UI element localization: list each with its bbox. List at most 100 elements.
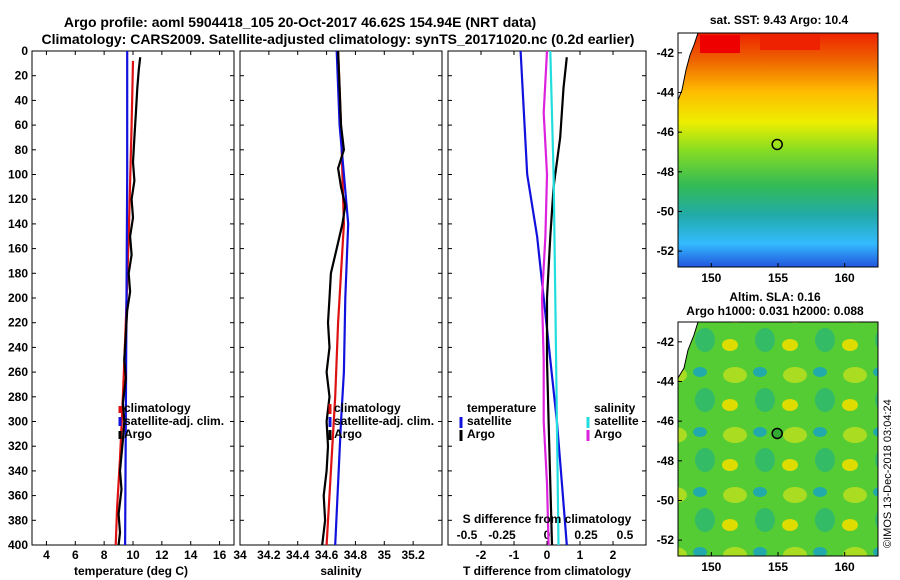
- series-line-satellite-adj-clim: [334, 50, 350, 546]
- x-tick-label: 0: [544, 548, 551, 562]
- salinity-legend: climatology satellite-adj. clim. Argo: [328, 401, 434, 441]
- temperature-legend: climatology satellite-adj. clim. Argo: [118, 401, 224, 441]
- map-x-tick-label: 155: [768, 560, 788, 574]
- map-y-tick-label: -50: [657, 493, 675, 507]
- map-y-tick-label: -48: [657, 454, 675, 468]
- y-tick-label: 280: [8, 390, 28, 404]
- series-line-s-satellite: [549, 50, 560, 546]
- legend-salinity-heading: salinity: [594, 401, 636, 415]
- legend-climatology: climatology: [334, 401, 401, 415]
- y-tick-label: 0: [21, 44, 28, 58]
- map-x-tick-label: 155: [768, 271, 788, 285]
- x2-tick-label: 0.25: [574, 528, 598, 542]
- argo-location-marker: [771, 138, 783, 151]
- sla-map: Altim. SLA: 0.16 Argo h1000: 0.031 h2000…: [657, 290, 879, 574]
- series-line-t-satellite: [519, 50, 568, 546]
- legend-climatology: climatology: [124, 401, 191, 415]
- temperature-xlabel: temperature (deg C): [74, 564, 188, 578]
- difference-ticks: -2 -1 0 1 2 -0.5 -0.25 0 0.25 0.5: [448, 50, 646, 562]
- series-line-argo: [117, 57, 142, 546]
- y-tick-label: 260: [8, 365, 28, 379]
- x-tick-label: 2: [610, 548, 617, 562]
- salinity-xlabel: salinity: [320, 564, 362, 578]
- t-difference-xlabel: T difference from climatology: [463, 564, 631, 578]
- map-x-tick-label: 150: [701, 271, 721, 285]
- x-tick-label: 4: [43, 548, 50, 562]
- y-tick-label: 240: [8, 340, 28, 354]
- y-tick-label: 220: [8, 316, 28, 330]
- x-tick-label: 8: [101, 548, 108, 562]
- salinity-ticks: 34 34.2 34.4 34.6 34.8 35 35.2: [233, 50, 442, 562]
- x-tick-label: 34.8: [344, 548, 368, 562]
- x-tick-label: -2: [476, 548, 487, 562]
- imos-stamp: ©IMOS 13-Dec-2018 03:04:24: [882, 399, 894, 548]
- sla-map-title-1: Altim. SLA: 0.16: [729, 290, 821, 304]
- x-tick-label: 35.2: [401, 548, 425, 562]
- series-line-argo: [321, 50, 347, 546]
- sla-map-ticks: 150 155 160 -42 -44 -46 -48 -50 -52: [657, 335, 855, 574]
- y-tick-label: 340: [8, 464, 28, 478]
- x-tick-label: 1: [577, 548, 584, 562]
- difference-panel: -2 -1 0 1 2 -0.5 -0.25 0 0.25 0.5 temperature sat…: [447, 50, 647, 578]
- difference-legend: temperature satellite Argo salinity sate…: [459, 401, 639, 441]
- legend-s-satellite: satellite: [594, 414, 639, 428]
- x-tick-label: 16: [213, 548, 227, 562]
- title-line-2: Climatology: CARS2009. Satellite-adjuste…: [42, 31, 635, 47]
- y-tick-label: 360: [8, 489, 28, 503]
- y-tick-label: 120: [8, 192, 28, 206]
- x-tick-label: 34.4: [286, 548, 310, 562]
- x2-tick-label: -0.5: [457, 528, 478, 542]
- x-tick-label: 10: [126, 548, 140, 562]
- temperature-series: [114, 51, 142, 546]
- y-tick-label: 80: [15, 143, 29, 157]
- map-y-tick-label: -46: [657, 414, 675, 428]
- warm-patch: [700, 35, 740, 53]
- temperature-panel: 0 20 40 60 80 100 120 140 160 180 200 220 240 260 280 3…: [8, 44, 235, 578]
- y-tick-label: 380: [8, 513, 28, 527]
- x-tick-label: 34.2: [257, 548, 281, 562]
- legend-satellite-adj: satellite-adj. clim.: [334, 414, 434, 428]
- difference-series: [519, 50, 568, 546]
- y-tick-label: 140: [8, 217, 28, 231]
- legend-argo: Argo: [124, 427, 152, 441]
- series-line-t-argo: [545, 57, 568, 546]
- legend-s-argo: Argo: [594, 427, 622, 441]
- legend-t-satellite: satellite: [467, 414, 512, 428]
- map-y-tick-label: -42: [657, 46, 675, 60]
- map-y-tick-label: -44: [657, 374, 675, 388]
- legend-argo: Argo: [334, 427, 362, 441]
- map-y-tick-label: -44: [657, 85, 675, 99]
- x2-tick-label: -0.25: [488, 528, 516, 542]
- title-line-1: Argo profile: aoml 5904418_105 20-Oct-20…: [64, 14, 536, 30]
- salinity-series: [321, 50, 350, 546]
- map-y-tick-label: -52: [657, 533, 675, 547]
- y-tick-label: 300: [8, 415, 28, 429]
- coastline: [677, 32, 699, 101]
- sst-map-title: sat. SST: 9.43 Argo: 10.4: [710, 13, 849, 27]
- argo-location-marker: [771, 427, 783, 440]
- x-tick-label: 6: [72, 548, 79, 562]
- y-tick-label: 200: [8, 291, 28, 305]
- x-tick-label: 12: [155, 548, 169, 562]
- x-tick-label: 14: [184, 548, 198, 562]
- map-x-tick-label: 150: [701, 560, 721, 574]
- y-tick-label: 40: [15, 93, 29, 107]
- y-tick-label: 320: [8, 439, 28, 453]
- legend-temperature-heading: temperature: [467, 401, 537, 415]
- y-tick-label: 100: [8, 168, 28, 182]
- temperature-plot-frame: [31, 50, 235, 546]
- map-y-tick-label: -46: [657, 125, 675, 139]
- x-tick-label: 34.6: [315, 548, 339, 562]
- x-tick-label: 35: [378, 548, 392, 562]
- map-x-tick-label: 160: [835, 560, 855, 574]
- salinity-panel: 34 34.2 34.4 34.6 34.8 35 35.2 climatology sat…: [233, 50, 443, 578]
- sst-map: sat. SST: 9.43 Argo: 10.4 150 155 160 -42 -4…: [657, 13, 879, 285]
- legend-satellite-adj: satellite-adj. clim.: [124, 414, 224, 428]
- warm-patch: [760, 35, 820, 50]
- x2-tick-label: 0: [544, 528, 551, 542]
- y-tick-label: 60: [15, 118, 29, 132]
- series-line-satellite-adj-clim: [124, 51, 129, 546]
- x-tick-label: 34: [233, 548, 247, 562]
- sst-map-ticks: 150 155 160 -42 -44 -46 -48 -50 -52: [657, 46, 855, 285]
